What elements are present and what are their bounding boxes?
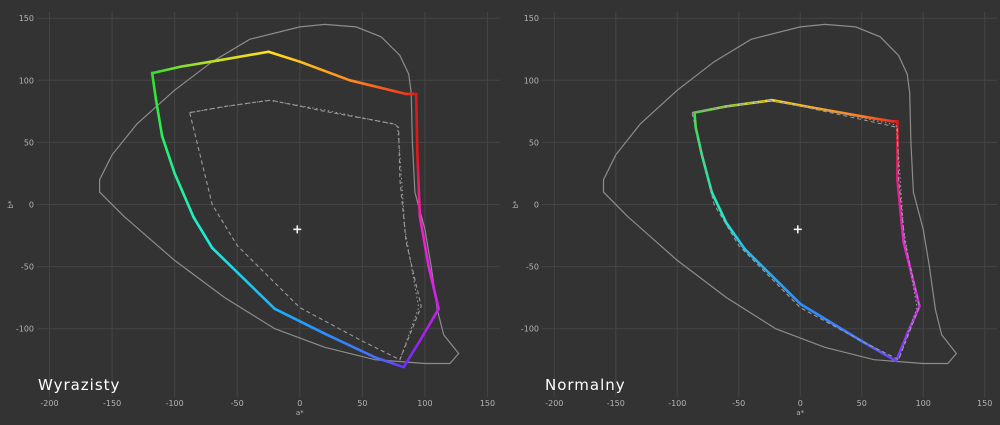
x-tick-label: -100 xyxy=(668,399,686,408)
x-axis-label: a* xyxy=(296,409,304,417)
x-tick-label: -150 xyxy=(607,399,625,408)
y-tick-label: 150 xyxy=(524,14,539,23)
y-axis-label: b* xyxy=(512,200,520,208)
x-tick-label: 0 xyxy=(297,399,302,408)
x-tick-label: 100 xyxy=(916,399,931,408)
panel-title-left: Wyrazisty xyxy=(38,376,120,394)
y-tick-label: 50 xyxy=(529,138,539,147)
y-tick-label: 100 xyxy=(19,76,34,85)
x-tick-label: 50 xyxy=(857,399,867,408)
y-axis-label: b* xyxy=(7,200,15,208)
y-tick-label: 50 xyxy=(24,138,34,147)
x-tick-label: -50 xyxy=(732,399,745,408)
x-tick-label: -150 xyxy=(103,399,121,408)
device-gamut-segment xyxy=(694,113,695,128)
y-tick-label: -100 xyxy=(521,325,539,334)
x-tick-label: 150 xyxy=(977,399,992,408)
y-tick-label: 0 xyxy=(29,201,34,210)
y-tick-label: -50 xyxy=(21,263,34,272)
x-tick-label: 50 xyxy=(357,399,367,408)
x-tick-label: -200 xyxy=(545,399,563,408)
y-tick-label: 150 xyxy=(19,14,34,23)
y-tick-label: 100 xyxy=(524,76,539,85)
x-axis-label: a* xyxy=(796,409,804,417)
x-tick-label: -50 xyxy=(231,399,244,408)
y-tick-label: -100 xyxy=(16,325,34,334)
y-tick-label: -50 xyxy=(526,263,539,272)
device-gamut-segment xyxy=(416,94,417,155)
x-tick-label: 0 xyxy=(798,399,803,408)
x-tick-label: 150 xyxy=(480,399,495,408)
panel-title-right: Normalny xyxy=(545,376,626,394)
x-tick-label: -200 xyxy=(40,399,58,408)
y-tick-label: 0 xyxy=(534,201,539,210)
x-tick-label: 100 xyxy=(417,399,432,408)
x-tick-label: -100 xyxy=(166,399,184,408)
